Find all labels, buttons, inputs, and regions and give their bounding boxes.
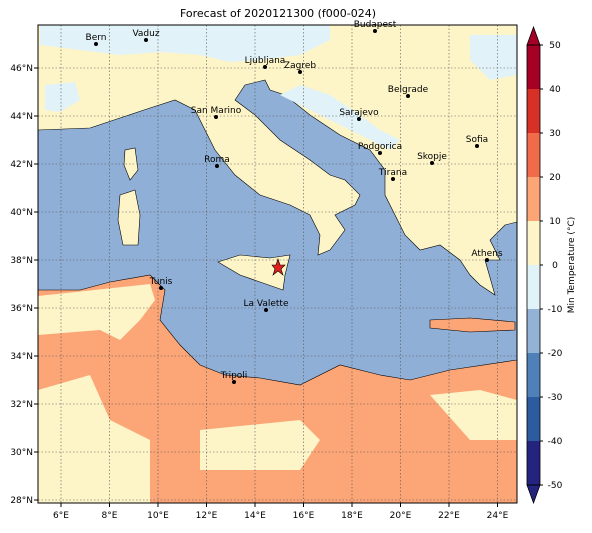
city-label: Bern: [86, 33, 107, 43]
city-label: Roma: [204, 155, 230, 165]
city-label: La Valette: [244, 299, 289, 309]
city-label: Belgrade: [388, 85, 429, 95]
forecast-point: [271, 258, 286, 276]
x-tick-label: 14°E: [244, 511, 266, 521]
city-dot: [94, 42, 98, 46]
city-dot: [391, 177, 395, 181]
y-tick-label: 46°N: [10, 64, 33, 74]
city-dot: [214, 115, 218, 119]
title: Forecast of 2020121300 (f000-024): [180, 7, 376, 20]
y-tick-label: 36°N: [10, 304, 33, 314]
colorbar-tick-label: -40: [548, 437, 563, 447]
colorbar-tick-label: 0: [552, 261, 558, 271]
x-tick-label: 12°E: [196, 511, 218, 521]
city-label: Sofia: [466, 135, 488, 145]
map-frame: [37, 24, 518, 504]
city-label: Tripoli: [220, 371, 248, 381]
colorbar-label: Min Temperature (°C): [567, 217, 577, 314]
colorbar-band: [527, 397, 540, 441]
colorbar-tick-label: -10: [548, 305, 563, 315]
city-dot: [264, 308, 268, 312]
x-tick-label: 6°E: [53, 511, 69, 521]
city-dot: [159, 286, 163, 290]
colorbar-tick-label: -20: [548, 349, 563, 359]
map: [38, 25, 517, 503]
city-dot: [378, 151, 382, 155]
colorbar-tick-label: 50: [549, 41, 561, 51]
city-dot: [430, 161, 434, 165]
city-label: Budapest: [354, 20, 397, 30]
y-tick-label: 32°N: [10, 400, 33, 410]
city-dot: [263, 65, 267, 69]
y-tick-label: 44°N: [10, 112, 33, 122]
y-tick-label: 42°N: [10, 160, 33, 170]
colorbar-band: [527, 89, 540, 133]
colorbar-band: [527, 133, 540, 177]
colorbar-extend: [526, 25, 541, 46]
colorbar-band: [527, 353, 540, 397]
colorbar-band: [527, 441, 540, 485]
city-dot: [215, 164, 219, 168]
y-tick-label: 30°N: [10, 448, 33, 458]
city-dot: [357, 117, 361, 121]
city-label: Tunis: [149, 277, 173, 287]
colorbar-tick-label: -30: [548, 393, 563, 403]
city-label: Podgorica: [358, 142, 402, 152]
x-tick-label: 22°E: [438, 511, 460, 521]
colorbar-band: [527, 45, 540, 89]
city-label: Athens: [471, 249, 502, 259]
y-tick-label: 34°N: [10, 352, 33, 362]
colorbar-band: [527, 309, 540, 353]
colorbar-band: [527, 221, 540, 265]
colorbar-tick-label: 30: [549, 129, 561, 139]
city-label: Ljubljana: [245, 56, 286, 66]
city-label: Tirana: [378, 168, 407, 178]
city-dot: [485, 258, 489, 262]
city-label: Vaduz: [132, 29, 159, 39]
x-tick-label: 16°E: [293, 511, 315, 521]
colorbar-tick-label: 40: [549, 85, 561, 95]
colorbar-tick-label: 10: [549, 217, 561, 227]
city-label: San Marino: [191, 106, 242, 116]
colorbar-tick-label: 20: [549, 173, 561, 183]
city-label: Zagreb: [284, 61, 316, 71]
x-tick-label: 24°E: [487, 511, 509, 521]
y-tick-label: 28°N: [10, 496, 33, 506]
x-tick-label: 20°E: [390, 511, 412, 521]
city-dot: [406, 94, 410, 98]
colorbar-tick-label: -50: [548, 481, 563, 491]
city-dot: [298, 70, 302, 74]
city-dot: [144, 38, 148, 42]
x-tick-label: 8°E: [102, 511, 118, 521]
city-dot: [475, 144, 479, 148]
colorbar-band: [527, 265, 540, 309]
y-tick-label: 40°N: [10, 208, 33, 218]
city-dot: [232, 380, 236, 384]
x-tick-label: 18°E: [341, 511, 363, 521]
colorbar-band: [527, 177, 540, 221]
city-dot: [373, 29, 377, 33]
city-label: Sarajevo: [339, 108, 379, 118]
city-label: Skopje: [417, 152, 447, 162]
colorbar-extend: [526, 484, 541, 505]
y-tick-label: 38°N: [10, 256, 33, 266]
x-tick-label: 10°E: [147, 511, 169, 521]
